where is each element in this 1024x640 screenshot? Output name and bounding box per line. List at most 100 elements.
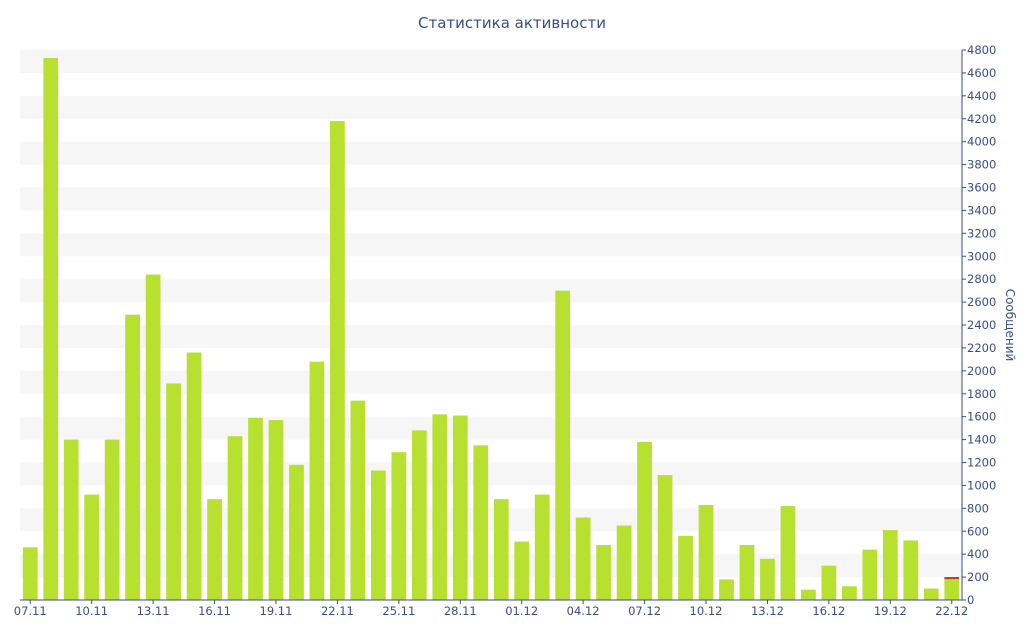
y-tick-label: 1800 bbox=[967, 387, 996, 401]
grid-band bbox=[20, 187, 962, 211]
bar-01.12 bbox=[514, 541, 530, 600]
bar-17.12 bbox=[841, 586, 857, 600]
y-tick-label: 3800 bbox=[967, 158, 996, 172]
bar-12.12 bbox=[739, 545, 755, 600]
bar-18.11 bbox=[248, 417, 263, 600]
bar-29.11 bbox=[473, 445, 489, 600]
grid-band bbox=[20, 508, 962, 532]
bar-28.11 bbox=[452, 415, 468, 600]
y-tick-label: 3200 bbox=[967, 226, 996, 240]
x-tick-label: 25.11 bbox=[382, 604, 415, 618]
y-tick-label: 3400 bbox=[967, 203, 996, 217]
bar-16.11 bbox=[207, 499, 222, 600]
y-tick-label: 3600 bbox=[967, 181, 996, 195]
bar-17.11 bbox=[227, 436, 243, 600]
y-tick-label: 4800 bbox=[967, 43, 996, 57]
y-tick-label: 4400 bbox=[967, 89, 996, 103]
bar-18.12 bbox=[862, 549, 878, 600]
y-tick-label: 2600 bbox=[967, 295, 996, 309]
bar-11.12 bbox=[719, 579, 734, 600]
y-tick-label: 200 bbox=[967, 570, 989, 584]
x-tick-label: 13.12 bbox=[751, 604, 784, 618]
bar-04.12 bbox=[575, 517, 591, 600]
x-tick-label: 22.11 bbox=[321, 604, 354, 618]
bar-26.11 bbox=[411, 430, 427, 600]
grid-band bbox=[20, 325, 962, 348]
bar-21.11 bbox=[309, 361, 325, 600]
grid-band bbox=[20, 416, 962, 440]
bar-15.12 bbox=[801, 589, 816, 600]
y-tick-label: 1600 bbox=[967, 410, 996, 424]
y-tick-label: 2200 bbox=[967, 341, 996, 355]
x-tick-label: 04.12 bbox=[567, 604, 600, 618]
y-tick-label: 4000 bbox=[967, 135, 996, 149]
bar-30.11 bbox=[493, 499, 509, 600]
bar-09.11 bbox=[63, 439, 79, 600]
y-tick-label: 2400 bbox=[967, 318, 996, 332]
bar-14.12 bbox=[780, 506, 796, 600]
bar-02.12 bbox=[534, 494, 550, 600]
y-tick-label: 800 bbox=[967, 501, 989, 515]
grid-band bbox=[20, 462, 962, 486]
x-tick-label: 07.12 bbox=[628, 604, 661, 618]
bar-05.12 bbox=[596, 545, 612, 600]
bar-20.12 bbox=[903, 540, 919, 600]
bar-10.12 bbox=[698, 504, 714, 600]
x-tick-label: 22.12 bbox=[935, 604, 968, 618]
bar-03.12 bbox=[555, 290, 571, 600]
bar-08.12 bbox=[657, 475, 673, 600]
y-tick-label: 0 bbox=[967, 593, 974, 607]
bar-top-marker bbox=[944, 577, 960, 580]
bar-13.12 bbox=[760, 558, 775, 600]
bar-27.11 bbox=[432, 414, 448, 600]
bar-07.12 bbox=[637, 441, 652, 600]
x-tick-label: 07.11 bbox=[14, 604, 47, 618]
x-tick-label: 01.12 bbox=[505, 604, 538, 618]
bar-09.12 bbox=[678, 535, 693, 600]
bar-21.12 bbox=[923, 588, 939, 600]
y-axis-label: Сообщений bbox=[1003, 289, 1017, 362]
x-tick-label: 28.11 bbox=[444, 604, 477, 618]
y-tick-label: 1000 bbox=[967, 478, 996, 492]
x-tick-label: 13.11 bbox=[137, 604, 170, 618]
y-tick-label: 3000 bbox=[967, 249, 996, 263]
grid-band bbox=[20, 370, 962, 394]
y-tick-label: 4200 bbox=[967, 112, 996, 126]
bar-15.11 bbox=[186, 352, 202, 600]
grid-band bbox=[20, 233, 962, 257]
y-tick-label: 400 bbox=[967, 547, 989, 561]
chart-title: Статистика активности bbox=[418, 14, 606, 32]
bar-10.11 bbox=[84, 494, 100, 600]
x-tick-label: 10.11 bbox=[75, 604, 108, 618]
bar-22.11 bbox=[330, 121, 345, 601]
bar-16.12 bbox=[821, 565, 837, 600]
x-tick-label: 10.12 bbox=[690, 604, 723, 618]
bar-19.11 bbox=[268, 420, 284, 600]
bar-07.11 bbox=[22, 547, 38, 600]
x-tick-label: 16.12 bbox=[812, 604, 845, 618]
grid-band bbox=[20, 554, 962, 578]
bar-13.11 bbox=[145, 274, 161, 600]
bar-25.11 bbox=[391, 452, 407, 600]
grid-band bbox=[20, 279, 962, 303]
x-tick-label: 16.11 bbox=[198, 604, 231, 618]
bar-20.11 bbox=[289, 464, 304, 600]
bar-11.11 bbox=[104, 439, 120, 600]
grid-band bbox=[20, 50, 962, 73]
y-tick-label: 4600 bbox=[967, 66, 996, 80]
x-tick-label: 19.11 bbox=[260, 604, 293, 618]
bar-24.11 bbox=[370, 470, 386, 600]
bar-19.12 bbox=[882, 530, 898, 600]
bar-06.12 bbox=[616, 525, 632, 600]
bar-14.11 bbox=[166, 383, 181, 600]
bar-12.11 bbox=[125, 314, 141, 600]
bar-23.11 bbox=[350, 400, 366, 600]
y-tick-label: 600 bbox=[967, 524, 989, 538]
y-tick-label: 2000 bbox=[967, 364, 996, 378]
y-tick-label: 2800 bbox=[967, 272, 996, 286]
y-tick-label: 1200 bbox=[967, 456, 996, 470]
y-tick-label: 1400 bbox=[967, 433, 996, 447]
bar-08.11 bbox=[43, 58, 59, 601]
